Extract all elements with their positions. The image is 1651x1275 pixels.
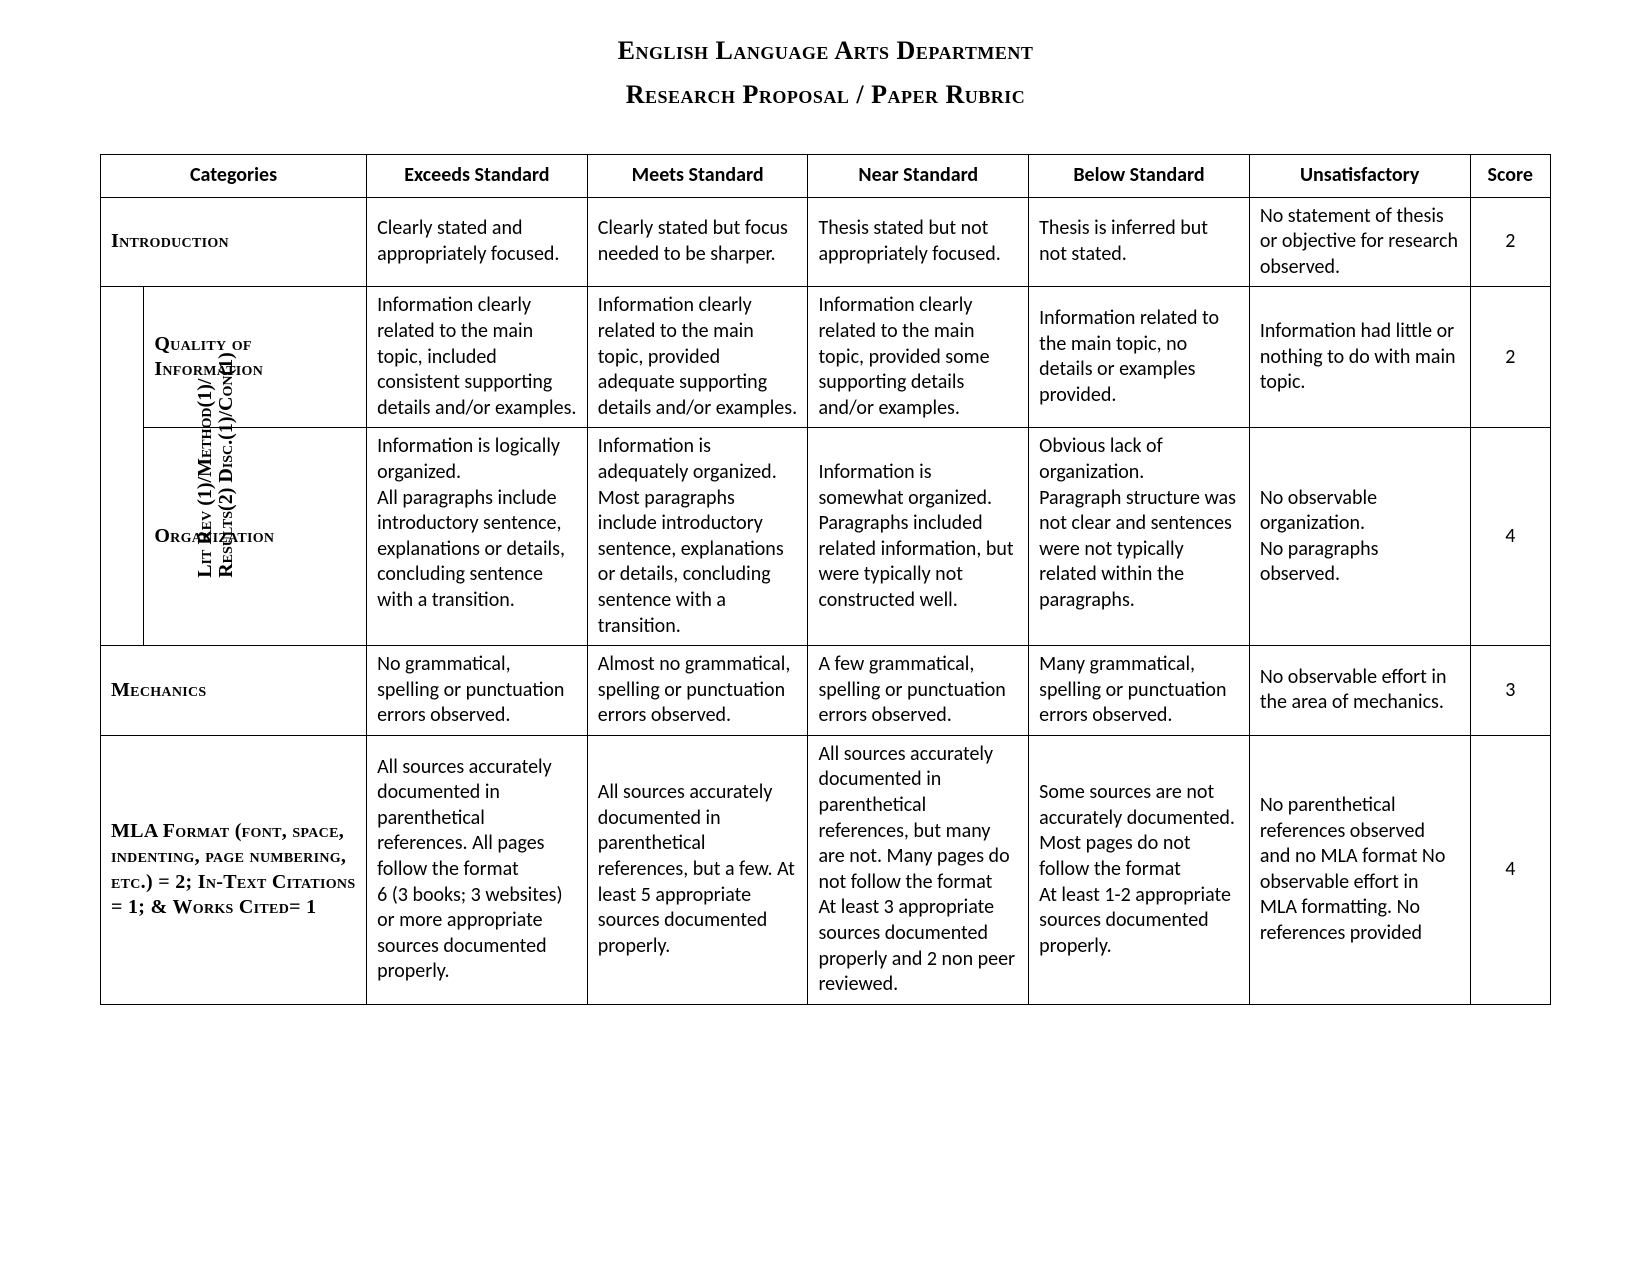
cell-score: 4 [1470,735,1550,1004]
category-mla: MLA Format (font, space, indenting, page… [101,735,367,1004]
cell-exceeds: No grammatical, spelling or punctuation … [367,646,588,736]
cell-score: 2 [1470,197,1550,287]
cell-near: A few grammatical, spelling or punctuati… [808,646,1029,736]
table-row: MLA Format (font, space, indenting, page… [101,735,1551,1004]
table-row: Organization Information is logically or… [101,428,1551,646]
cell-near: Thesis stated but not appropriately focu… [808,197,1029,287]
cell-exceeds: All sources accurately documented in par… [367,735,588,1004]
cell-score: 3 [1470,646,1550,736]
cell-meets: Information clearly related to the main … [587,287,808,428]
table-row: Introduction Clearly stated and appropri… [101,197,1551,287]
category-introduction: Introduction [101,197,367,287]
rubric-title: Research Proposal / Paper Rubric [100,80,1551,110]
cell-below: Some sources are not accurately document… [1029,735,1250,1004]
cell-meets: Clearly stated but focus needed to be sh… [587,197,808,287]
cell-exceeds: Information clearly related to the main … [367,287,588,428]
cell-exceeds: Clearly stated and appropriately focused… [367,197,588,287]
cell-near: Information clearly related to the main … [808,287,1029,428]
side-group-text: Lit Rev (1)/Method(1)/Results(2) Disc.(1… [195,352,237,578]
cell-below: Obvious lack of organization.Paragraph s… [1029,428,1250,646]
cell-unsat: Information had little or nothing to do … [1249,287,1470,428]
cell-unsat: No observable effort in the area of mech… [1249,646,1470,736]
col-meets: Meets Standard [587,155,808,198]
col-categories: Categories [101,155,367,198]
cell-unsat: No parenthetical references observed and… [1249,735,1470,1004]
cell-unsat: No observable organization.No paragraphs… [1249,428,1470,646]
cell-unsat: No statement of thesis or objective for … [1249,197,1470,287]
rubric-table: Categories Exceeds Standard Meets Standa… [100,154,1551,1005]
cell-score: 2 [1470,287,1550,428]
category-quality: Quality of Information [144,287,367,428]
cell-meets: Almost no grammatical, spelling or punct… [587,646,808,736]
table-row: Mechanics No grammatical, spelling or pu… [101,646,1551,736]
cell-below: Information related to the main topic, n… [1029,287,1250,428]
side-group-label: Lit Rev (1)/Method(1)/Results(2) Disc.(1… [101,287,144,646]
cell-meets: All sources accurately documented in par… [587,735,808,1004]
cell-below: Many grammatical, spelling or punctuatio… [1029,646,1250,736]
header-row: Categories Exceeds Standard Meets Standa… [101,155,1551,198]
cell-near: All sources accurately documented in par… [808,735,1029,1004]
department-title: English Language Arts Department [100,36,1551,66]
cell-score: 4 [1470,428,1550,646]
col-below: Below Standard [1029,155,1250,198]
category-organization: Organization [144,428,367,646]
col-unsat: Unsatisfactory [1249,155,1470,198]
cell-exceeds: Information is logically organized.All p… [367,428,588,646]
cell-near: Information is somewhat organized. Parag… [808,428,1029,646]
col-exceeds: Exceeds Standard [367,155,588,198]
col-score: Score [1470,155,1550,198]
table-row: Lit Rev (1)/Method(1)/Results(2) Disc.(1… [101,287,1551,428]
cell-below: Thesis is inferred but not stated. [1029,197,1250,287]
cell-meets: Information is adequately organized. Mos… [587,428,808,646]
category-mechanics: Mechanics [101,646,367,736]
page: English Language Arts Department Researc… [0,0,1651,1045]
col-near: Near Standard [808,155,1029,198]
